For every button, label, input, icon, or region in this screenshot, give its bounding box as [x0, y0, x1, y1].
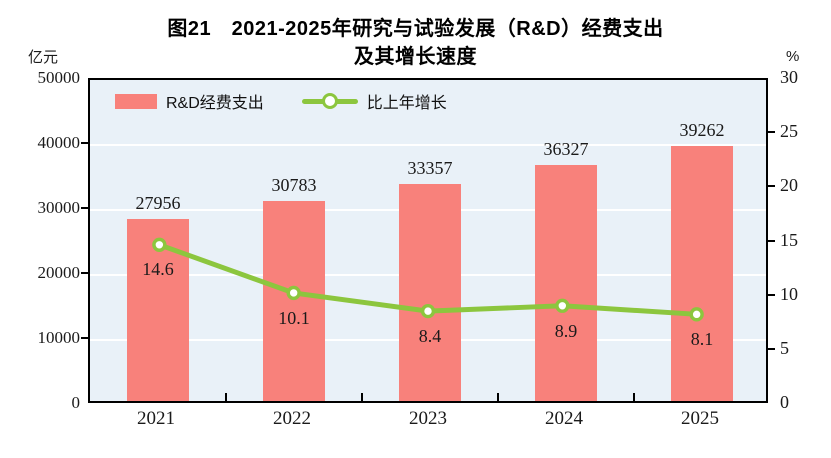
x-axis-label-2024: 2024 [545, 408, 583, 429]
x-axis-label-2025: 2025 [681, 408, 719, 429]
growth-line-svg [152, 237, 704, 322]
left-axis-tick-10000 [81, 337, 88, 339]
x-axis-tick-3 [497, 393, 499, 401]
x-axis-label-2022: 2022 [273, 408, 311, 429]
x-axis-tick-4 [633, 393, 635, 401]
line-series-legend-label: 比上年增长 [366, 95, 447, 112]
chart-legend: R&D经费支出 比上年增长 [115, 89, 447, 113]
bar-value-label-2021: 27956 [135, 193, 181, 214]
plot-area: R&D经费支出 比上年增长 27956 30783 33357 36327 39262 1… [88, 78, 768, 403]
right-axis-tick-20 [768, 185, 775, 188]
left-axis-tick-30000 [81, 207, 88, 209]
line-series-legend-symbol [301, 93, 358, 109]
right-axis-label-25: 25 [780, 121, 798, 142]
growth-value-label-2024: 8.9 [554, 320, 578, 341]
left-axis-label-20000: 20000 [37, 263, 81, 282]
right-axis-label-15: 15 [780, 229, 798, 250]
line-marker-2022 [286, 285, 301, 301]
line-marker-2021 [152, 237, 167, 252]
right-axis-label-20: 20 [780, 175, 798, 196]
growth-value-label-2025: 8.1 [690, 329, 714, 350]
left-axis-tick-40000 [81, 142, 88, 144]
chart-title-line2: 及其增长速度 [354, 46, 477, 68]
left-axis-label-30000: 30000 [37, 198, 81, 217]
x-axis-tick-1 [225, 393, 227, 401]
line-marker-2023 [420, 303, 436, 319]
x-axis-label-2023: 2023 [409, 408, 447, 429]
bar-2023 [399, 184, 461, 401]
left-axis-unit-label: 亿元 [28, 49, 59, 66]
right-axis-tick-10 [768, 293, 775, 296]
x-axis-label-2021: 2021 [137, 408, 175, 429]
line-marker-2025 [689, 307, 704, 322]
bar-value-label-2025: 39262 [679, 119, 725, 140]
bar-2022 [263, 200, 325, 401]
left-axis-label-50000: 50000 [37, 68, 81, 87]
bar-series-legend-label: R&D经费支出 [166, 95, 264, 112]
right-axis-label-5: 5 [780, 337, 789, 358]
growth-line [156, 242, 700, 317]
right-axis-tick-15 [768, 239, 775, 242]
chart-title-line1: 图21 2021-2025年研究与试验发展（R&D）经费支出 [167, 18, 664, 40]
growth-value-label-2021: 14.6 [142, 258, 174, 279]
bar-value-label-2024: 36327 [543, 138, 589, 159]
right-axis-label-10: 10 [780, 283, 798, 304]
line-series-legend-marker [321, 93, 338, 109]
line-marker-2024 [555, 298, 570, 313]
right-axis-label-0: 0 [780, 392, 789, 412]
right-axis-tick-25 [768, 131, 775, 134]
growth-value-label-2022: 10.1 [278, 307, 310, 328]
right-axis-label-30: 30 [780, 67, 798, 87]
bar-value-label-2022: 30783 [271, 174, 317, 195]
right-axis-tick-5 [768, 347, 775, 350]
left-axis-label-0: 0 [71, 393, 81, 412]
growth-value-label-2023: 8.4 [418, 326, 442, 346]
left-axis-tick-20000 [81, 272, 88, 274]
bar-series-legend-swatch [115, 93, 157, 109]
bar-2024 [535, 164, 597, 401]
right-axis-unit-label: % [786, 48, 800, 65]
gridline-40000 [90, 144, 766, 146]
left-axis-label-40000: 40000 [37, 133, 81, 152]
bar-2025 [671, 145, 733, 401]
left-axis-label-10000: 10000 [37, 328, 81, 347]
bar-value-label-2023: 33357 [407, 158, 453, 179]
x-axis-tick-2 [361, 393, 363, 401]
